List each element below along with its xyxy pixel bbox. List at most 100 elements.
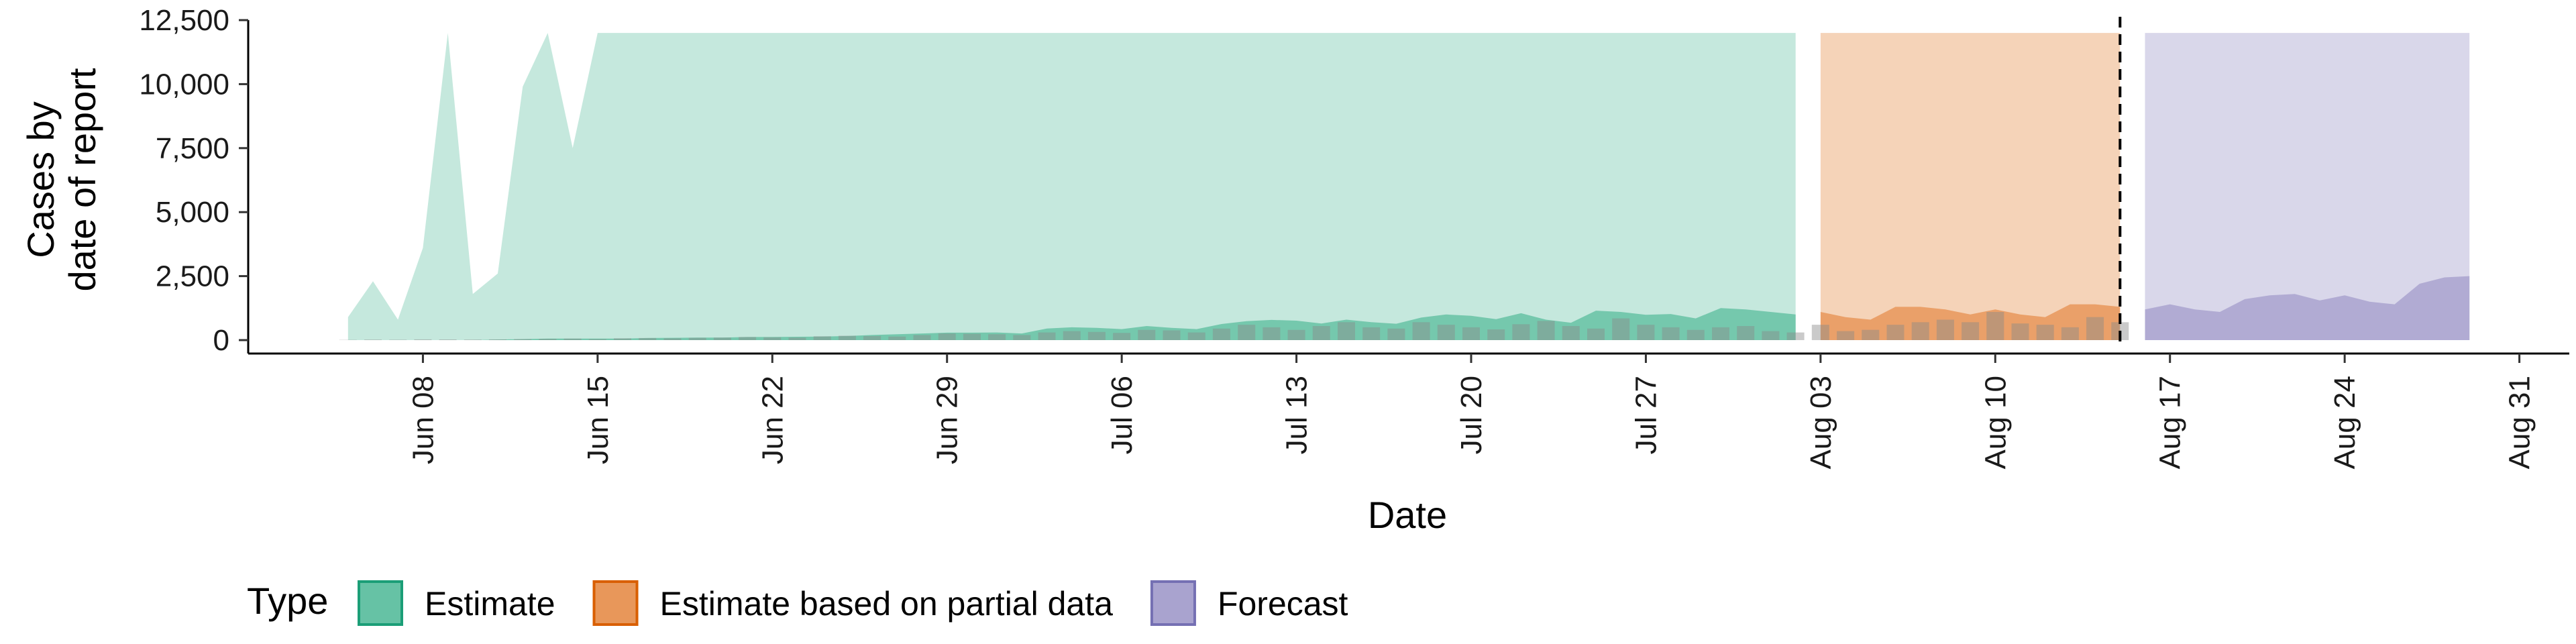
y-tick-label: 2,500 — [156, 260, 229, 293]
x-tick-label: Jul 27 — [1629, 376, 1662, 454]
observed-bar — [1437, 325, 1455, 340]
legend-key — [592, 580, 639, 626]
observed-bar — [938, 333, 956, 340]
x-tick-label: Jun 22 — [756, 376, 789, 464]
observed-bar — [639, 337, 657, 340]
observed-bar — [963, 333, 981, 340]
legend: Type Estimate Estimate based on partial d… — [247, 580, 1348, 626]
observed-bar — [489, 339, 506, 340]
x-axis-title: Date — [1368, 494, 1447, 536]
observed-bar — [2061, 327, 2079, 340]
observed-bar — [1312, 326, 1330, 340]
observed-bar — [1338, 322, 1355, 340]
observed-bar — [1637, 325, 1655, 340]
observed-bar — [1712, 327, 1729, 340]
observed-bar — [514, 339, 532, 340]
observed-bar — [2011, 323, 2029, 340]
observed-bar — [1113, 333, 1131, 340]
observed-bar — [739, 337, 757, 340]
observed-bar — [1686, 329, 1705, 340]
observed-bar — [1212, 328, 1230, 340]
observed-bar — [713, 337, 731, 340]
observed-bar — [1537, 321, 1555, 340]
y-tick-label: 10,000 — [139, 68, 229, 101]
y-tick-label: 12,500 — [139, 4, 229, 37]
observed-bar — [1587, 328, 1605, 340]
observed-bar — [1911, 322, 1929, 340]
observed-bar — [1038, 332, 1056, 340]
observed-bar — [1811, 325, 1829, 340]
observed-bar — [1063, 331, 1081, 340]
observed-bar — [1886, 325, 1904, 340]
observed-bar — [614, 338, 631, 340]
partial-outer-ribbon — [1820, 33, 2121, 340]
observed-bar — [663, 338, 682, 340]
observed-bar — [688, 337, 706, 340]
ribbon-inner-layer — [347, 276, 2470, 340]
observed-bar — [913, 335, 931, 340]
forecast-inner-ribbon — [2145, 276, 2470, 340]
observed-bar — [1187, 332, 1205, 340]
observed-bar — [763, 337, 782, 340]
observed-bar — [1013, 335, 1031, 340]
observed-bar — [1263, 327, 1281, 340]
y-axis-ticks: 0 2,500 5,000 7,500 10,000 12,500 — [139, 4, 248, 357]
x-tick-label: Aug 10 — [1979, 376, 2012, 469]
observed-bar — [1512, 324, 1530, 340]
partial-inner-ribbon — [1820, 304, 2121, 340]
legend-key — [358, 580, 403, 626]
observed-bar — [1762, 331, 1780, 340]
x-tick-label: Jun 15 — [582, 376, 614, 464]
observed-bar — [1238, 325, 1256, 340]
observed-bar — [389, 339, 407, 340]
estimate-inner-ribbon — [347, 308, 1796, 340]
legend-label: Forecast — [1218, 585, 1348, 623]
y-tick-label: 5,000 — [156, 196, 229, 229]
x-tick-label: Aug 03 — [1805, 376, 1837, 469]
x-tick-label: Aug 31 — [2504, 376, 2536, 469]
observed-bar — [364, 339, 382, 340]
observed-bar — [588, 339, 606, 340]
legend-label: Estimate based on partial data — [660, 585, 1114, 623]
forecast-outer-ribbon — [2145, 33, 2470, 340]
observed-bar — [1562, 326, 1580, 340]
x-tick-label: Jul 20 — [1455, 376, 1488, 454]
observed-bar — [539, 339, 557, 340]
y-tick-label: 7,500 — [156, 132, 229, 165]
legend-key — [1150, 580, 1196, 626]
x-tick-label: Jul 13 — [1281, 376, 1313, 454]
observed-bar — [1462, 327, 1480, 340]
observed-bar — [1138, 329, 1156, 340]
observed-bar — [813, 336, 831, 340]
observed-bar — [1487, 329, 1505, 340]
observed-bar — [1412, 322, 1430, 340]
x-tick-label: Aug 24 — [2328, 376, 2361, 469]
observed-bar — [1362, 327, 1381, 340]
observed-bar — [1986, 312, 2004, 340]
estimate-outer-ribbon — [347, 33, 1796, 340]
x-tick-label: Jun 29 — [931, 376, 964, 464]
observed-bar — [1287, 329, 1305, 340]
observed-bar — [1962, 322, 1980, 340]
y-axis-title: Cases bydate of report — [19, 68, 103, 292]
observed-bar — [838, 335, 856, 340]
observed-bar — [1786, 332, 1805, 340]
x-tick-label: Jul 06 — [1106, 376, 1138, 454]
observed-bars-layer — [339, 312, 2129, 340]
legend-title: Type — [247, 580, 328, 622]
observed-bar — [988, 334, 1006, 340]
observed-bar — [564, 338, 582, 340]
legend-label: Estimate — [425, 585, 555, 623]
observed-bar — [888, 336, 906, 340]
observed-bar — [464, 339, 482, 340]
x-tick-label: Jun 08 — [407, 376, 439, 464]
y-axis-title-line: date of report — [61, 68, 103, 292]
observed-bar — [1737, 326, 1755, 340]
observed-bar — [1612, 318, 1630, 340]
observed-bar — [863, 335, 881, 340]
y-tick-label: 0 — [213, 324, 229, 357]
observed-bar — [1087, 331, 1106, 340]
observed-bar — [1837, 331, 1855, 340]
observed-bar — [414, 339, 432, 340]
